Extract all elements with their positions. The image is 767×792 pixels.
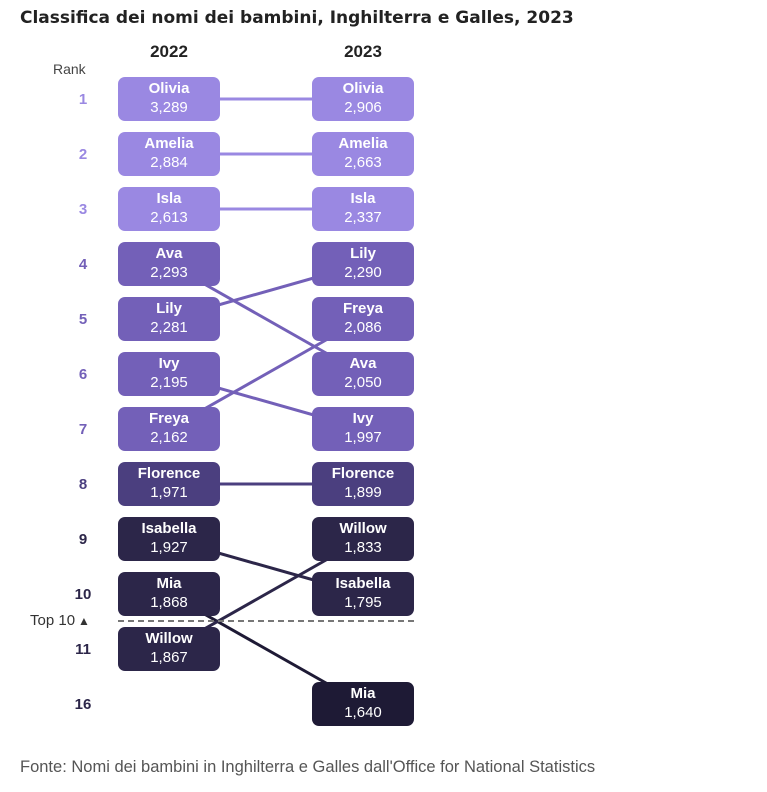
rank-number-1: 1 — [78, 91, 88, 108]
name-label: Ivy — [158, 355, 180, 372]
name-label: Olivia — [342, 80, 384, 97]
rank-number-10: 10 — [74, 586, 92, 603]
count-label: 2,195 — [150, 374, 188, 391]
name-box-2022-olivia: Olivia 3,289 — [118, 77, 220, 121]
name-box-2023-lily: Lily 2,290 — [312, 242, 414, 286]
name-box-2022-ivy: Ivy 2,195 — [118, 352, 220, 396]
rank-number-6: 6 — [78, 366, 88, 383]
count-label: 2,290 — [344, 264, 382, 281]
name-box-2023-amelia: Amelia 2,663 — [312, 132, 414, 176]
count-label: 3,289 — [150, 99, 188, 116]
name-box-2022-isla: Isla 2,613 — [118, 187, 220, 231]
count-label: 1,868 — [150, 594, 188, 611]
name-box-2023-ava: Ava 2,050 — [312, 352, 414, 396]
count-label: 2,086 — [344, 319, 382, 336]
rank-number-9: 9 — [78, 531, 88, 548]
name-label: Amelia — [338, 135, 388, 152]
name-box-2022-willow: Willow 1,867 — [118, 627, 220, 671]
rank-number-5: 5 — [78, 311, 88, 328]
name-box-2023-isabella: Isabella 1,795 — [312, 572, 414, 616]
count-label: 1,997 — [344, 429, 382, 446]
count-label: 2,906 — [344, 99, 382, 116]
count-label: 2,050 — [344, 374, 382, 391]
count-label: 2,281 — [150, 319, 188, 336]
top10-label: Top 10 ▲ — [30, 612, 90, 629]
count-label: 1,867 — [150, 649, 188, 666]
name-box-2023-mia: Mia 1,640 — [312, 682, 414, 726]
name-box-2022-freya: Freya 2,162 — [118, 407, 220, 451]
rank-number-3: 3 — [78, 201, 88, 218]
name-box-2023-olivia: Olivia 2,906 — [312, 77, 414, 121]
count-label: 1,927 — [150, 539, 188, 556]
name-label: Willow — [145, 630, 193, 647]
name-box-2023-florence: Florence 1,899 — [312, 462, 414, 506]
name-label: Lily — [156, 300, 182, 317]
name-box-2023-ivy: Ivy 1,997 — [312, 407, 414, 451]
count-label: 2,613 — [150, 209, 188, 226]
count-label: 2,337 — [344, 209, 382, 226]
name-label: Isla — [156, 190, 182, 207]
name-box-2022-amelia: Amelia 2,884 — [118, 132, 220, 176]
name-label: Isabella — [335, 575, 391, 592]
name-label: Ivy — [352, 410, 374, 427]
name-label: Isabella — [141, 520, 197, 537]
count-label: 1,971 — [150, 484, 188, 501]
name-box-2022-florence: Florence 1,971 — [118, 462, 220, 506]
rank-number-11: 11 — [75, 641, 91, 658]
top10-cutoff-line — [118, 620, 414, 622]
name-label: Willow — [339, 520, 387, 537]
triangle-up-icon: ▲ — [78, 614, 90, 628]
top10-label-text: Top 10 — [30, 612, 76, 629]
name-label: Olivia — [148, 80, 190, 97]
name-label: Isla — [350, 190, 376, 207]
name-box-2023-freya: Freya 2,086 — [312, 297, 414, 341]
name-label: Ava — [349, 355, 377, 372]
name-label: Freya — [342, 300, 384, 317]
name-label: Amelia — [144, 135, 194, 152]
name-box-2023-isla: Isla 2,337 — [312, 187, 414, 231]
count-label: 2,293 — [150, 264, 188, 281]
chart-title: Classifica dei nomi dei bambini, Inghilt… — [20, 8, 574, 28]
count-label: 1,899 — [344, 484, 382, 501]
name-box-2022-isabella: Isabella 1,927 — [118, 517, 220, 561]
name-box-2022-ava: Ava 2,293 — [118, 242, 220, 286]
name-label: Freya — [148, 410, 190, 427]
name-label: Lily — [350, 245, 376, 262]
name-label: Ava — [155, 245, 183, 262]
name-label: Mia — [156, 575, 182, 592]
rank-number-7: 7 — [78, 421, 88, 438]
name-box-2022-lily: Lily 2,281 — [118, 297, 220, 341]
name-label: Mia — [350, 685, 376, 702]
name-label: Florence — [137, 465, 201, 482]
rank-number-4: 4 — [78, 256, 88, 273]
source-note: Fonte: Nomi dei bambini in Inghilterra e… — [20, 758, 596, 776]
rank-header: Rank — [53, 61, 86, 77]
count-label: 1,640 — [344, 704, 382, 721]
count-label: 1,833 — [344, 539, 382, 556]
rank-number-2: 2 — [78, 146, 88, 163]
count-label: 2,884 — [150, 154, 188, 171]
count-label: 2,663 — [344, 154, 382, 171]
name-box-2023-willow: Willow 1,833 — [312, 517, 414, 561]
name-box-2022-mia: Mia 1,868 — [118, 572, 220, 616]
name-label: Florence — [331, 465, 395, 482]
year-header-2023: 2023 — [344, 42, 382, 61]
rank-number-16: 16 — [74, 696, 92, 713]
year-header-2022: 2022 — [150, 42, 188, 61]
count-label: 2,162 — [150, 429, 188, 446]
count-label: 1,795 — [344, 594, 382, 611]
rank-number-8: 8 — [78, 476, 88, 493]
